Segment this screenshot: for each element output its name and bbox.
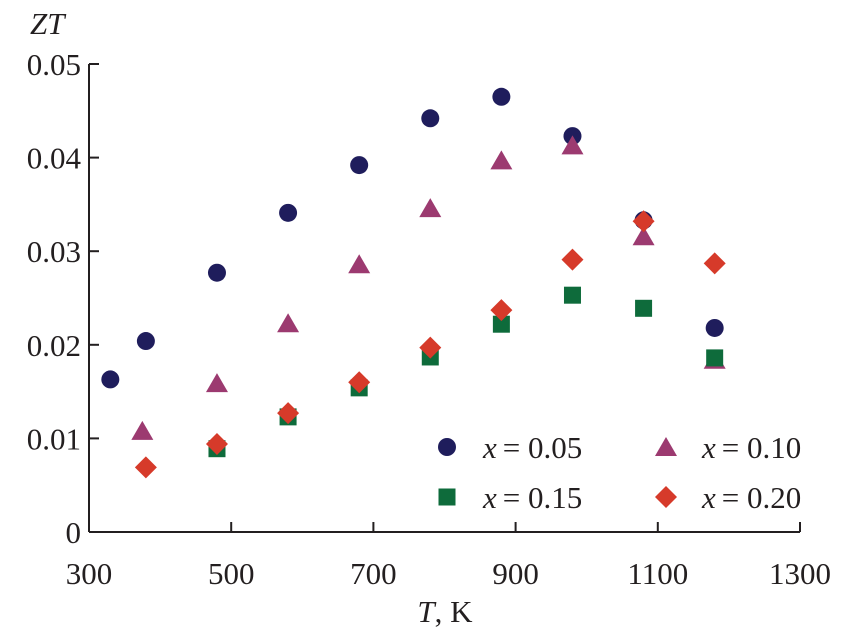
triangle-data-point [277, 313, 300, 333]
circle-data-point [207, 263, 226, 282]
x-axis-label: T, K [417, 594, 473, 629]
legend-square-icon [438, 488, 456, 506]
x-tick-label: 1100 [627, 556, 688, 591]
diamond-data-point [561, 248, 584, 271]
square-data-point [492, 315, 510, 333]
circle-data-point [101, 370, 120, 389]
triangle-data-point [490, 150, 513, 170]
legend-label: x = 0.20 [701, 480, 801, 515]
legend-triangle-icon [655, 437, 677, 456]
legend-var: x [701, 430, 716, 465]
legend-label: x = 0.10 [701, 430, 801, 465]
triangle-data-point [419, 198, 442, 218]
diamond-data-point [277, 402, 300, 425]
legend-value: = 0.15 [503, 480, 582, 515]
diamond-data-point [703, 252, 726, 275]
y-tick-label: 0 [66, 515, 82, 550]
triangle-data-point [205, 373, 228, 393]
square-data-point [563, 286, 581, 304]
y-tick-label: 0.04 [27, 141, 82, 176]
x-tick-label: 700 [350, 556, 397, 591]
legend-var: x [701, 480, 716, 515]
data-points [101, 87, 726, 479]
x-tick-label: 1300 [769, 556, 831, 591]
circle-data-point [492, 87, 511, 106]
legend-value: = 0.05 [503, 430, 582, 465]
diamond-data-point [205, 433, 228, 456]
x-tick-label: 900 [492, 556, 539, 591]
legend-label: x = 0.05 [482, 430, 582, 465]
x-axis-label-var: T [417, 594, 437, 629]
y-tick-label: 0.02 [27, 328, 81, 363]
y-axis-label: ZT [30, 6, 67, 41]
square-data-point [706, 349, 724, 367]
diamond-data-point [419, 336, 442, 359]
y-tick-label: 0.03 [27, 234, 81, 269]
diamond-data-point [632, 210, 655, 233]
legend: x = 0.05 x = 0.10x = 0.15 x = 0.20 [438, 430, 801, 515]
diamond-data-point [348, 371, 371, 394]
y-tick-label: 0.05 [27, 47, 81, 82]
diamond-data-point [134, 456, 157, 479]
legend-label: x = 0.15 [482, 480, 582, 515]
legend-value: = 0.10 [722, 430, 801, 465]
triangle-data-point [348, 254, 371, 274]
triangle-data-point [131, 420, 154, 440]
circle-data-point [136, 332, 155, 351]
legend-diamond-icon [655, 486, 677, 508]
x-axis-label-unit: , K [435, 594, 474, 629]
y-tick-label: 0.01 [27, 421, 81, 456]
circle-data-point [279, 203, 298, 222]
legend-value: = 0.20 [722, 480, 801, 515]
triangle-data-point [632, 226, 655, 246]
circle-data-point [350, 156, 369, 175]
legend-var: x [482, 480, 497, 515]
legend-var: x [482, 430, 497, 465]
diamond-data-point [490, 299, 513, 322]
x-tick-label: 300 [66, 556, 113, 591]
triangle-data-point [561, 135, 584, 155]
circle-data-point [705, 318, 724, 337]
square-data-point [635, 299, 653, 317]
x-tick-label: 500 [208, 556, 255, 591]
circle-data-point [421, 109, 440, 128]
legend-circle-icon [438, 438, 456, 456]
axes: 0 0.01 0.02 0.03 0.04 0.05 300 500 700 900 1100 130… [27, 47, 831, 591]
